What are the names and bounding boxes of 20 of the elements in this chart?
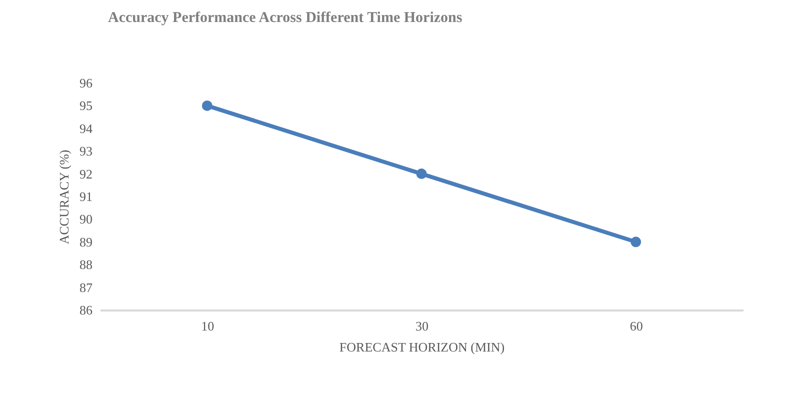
- y-axis-title: ACCURACY (%): [56, 150, 72, 244]
- point: [416, 168, 427, 180]
- point: [630, 236, 642, 248]
- y-tick-label: 89: [80, 234, 92, 250]
- chart-title: Accuracy Performance Across Different Time Horizons: [108, 10, 462, 26]
- y-tick-label: 94: [80, 120, 93, 136]
- y-tick-label: 95: [80, 98, 92, 114]
- x-tick-label: 30: [416, 318, 428, 334]
- y-tick-label: 91: [80, 189, 92, 204]
- x-tick-label: 10: [201, 318, 214, 334]
- y-tick-label: 96: [80, 76, 93, 90]
- y-tick-label: 88: [80, 257, 92, 272]
- y-tick-label: 87: [80, 280, 93, 295]
- x-axis-title: FORECAST HORIZON (MIN): [339, 340, 505, 354]
- point: [202, 100, 212, 111]
- y-tick-label: 92: [80, 166, 92, 182]
- y-tick-label: 86: [80, 302, 93, 318]
- y-tick-label: 93: [80, 144, 92, 159]
- y-tick-label: 90: [80, 212, 92, 227]
- x-tick-label: 60: [630, 318, 643, 334]
